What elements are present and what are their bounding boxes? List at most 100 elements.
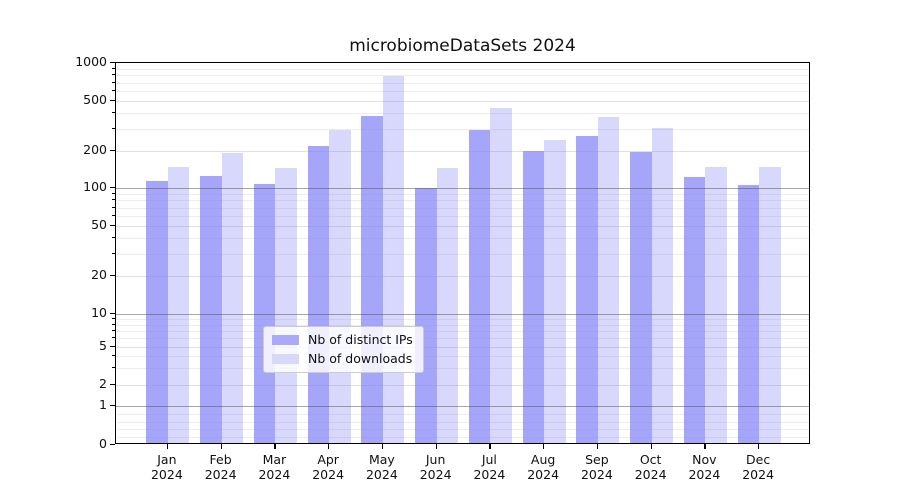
x-axis-tick [650, 444, 652, 449]
gridline [116, 347, 809, 348]
y-tick-label: 0 [99, 436, 107, 451]
y-axis-tick [110, 62, 115, 64]
y-axis-tick [110, 444, 115, 446]
bar-downloads-oct [651, 127, 674, 443]
legend-item-downloads: Nb of downloads [272, 351, 413, 366]
legend-item-distinct-ips: Nb of distinct IPs [272, 332, 413, 347]
gridline [116, 413, 809, 415]
bar-downloads-mar [275, 168, 297, 443]
x-tick-label: Oct 2024 [621, 452, 681, 482]
chart-title: microbiomeDataSets 2024 [349, 36, 576, 56]
year-label: 2024 [634, 467, 667, 482]
year-label: 2024 [688, 467, 721, 482]
gridline [116, 368, 809, 370]
gridline [116, 216, 809, 217]
year-label: 2024 [365, 467, 398, 482]
y-axis-minor-tick [112, 367, 115, 369]
y-tick-label: 200 [83, 142, 107, 157]
y-axis-minor-tick [112, 337, 115, 339]
bar-downloads-jun [436, 168, 459, 443]
month-label: Mar [262, 452, 287, 467]
y-axis-minor-tick [112, 192, 115, 194]
gridline [116, 421, 809, 423]
x-tick-label: Nov 2024 [674, 452, 734, 482]
plot-area [115, 62, 810, 444]
y-axis-minor-tick [112, 81, 115, 83]
month-label: Jun [425, 452, 446, 467]
x-tick-label: May 2024 [352, 452, 412, 482]
month-label: Feb [209, 452, 232, 467]
y-axis-minor-tick [112, 323, 115, 325]
gridline [116, 319, 809, 321]
gridline [116, 338, 809, 340]
bar-distinct-ips-jul [468, 129, 491, 443]
reference-line-100 [116, 188, 809, 189]
x-tick-label: Dec 2024 [728, 452, 788, 482]
legend: Nb of distinct IPs Nb of downloads [263, 326, 424, 373]
bar-distinct-ips-feb [200, 176, 222, 443]
x-axis-tick [381, 444, 384, 449]
bar-distinct-ips-oct [630, 152, 652, 443]
bar-downloads-dec [759, 166, 781, 443]
gridline [116, 324, 809, 326]
y-axis-tick [110, 405, 115, 407]
y-axis-tick [110, 225, 115, 227]
bar-distinct-ips-jan [146, 180, 168, 443]
y-axis-tick [110, 313, 115, 315]
legend-swatch-distinct-ips [272, 334, 299, 345]
gridline [116, 200, 809, 202]
gridline [116, 253, 809, 255]
gridline [116, 75, 809, 77]
y-axis-minor-tick [112, 199, 115, 201]
month-label: Apr [317, 452, 339, 467]
bar-distinct-ips-may [361, 116, 383, 443]
x-axis-tick [328, 444, 330, 449]
y-axis-minor-tick [112, 74, 115, 76]
x-tick-label: Mar 2024 [244, 452, 304, 482]
bar-distinct-ips-aug [522, 150, 545, 443]
y-axis-tick [110, 346, 115, 348]
bar-downloads-jan [167, 166, 190, 443]
bar-distinct-ips-nov [683, 177, 706, 443]
gridline [116, 82, 809, 84]
y-tick-label: 1000 [75, 54, 107, 69]
gridline [116, 207, 809, 209]
x-tick-label: Sep 2024 [567, 452, 627, 482]
y-tick-label: 100 [83, 179, 107, 194]
gridline [116, 68, 809, 70]
gridline [116, 385, 809, 386]
year-label: 2024 [419, 467, 452, 482]
y-axis-minor-tick [112, 318, 115, 320]
year-label: 2024 [258, 467, 291, 482]
gridline [116, 330, 809, 332]
bar-downloads-nov [705, 167, 727, 443]
bar-downloads-apr [329, 129, 351, 443]
y-axis-minor-tick [112, 112, 115, 114]
y-axis-minor-tick [112, 215, 115, 216]
month-label: Oct [639, 452, 662, 467]
gridline [116, 101, 809, 102]
gridline [116, 437, 809, 439]
y-axis-tick [110, 275, 115, 277]
year-label: 2024 [312, 467, 345, 482]
bar-downloads-may [382, 76, 405, 443]
reference-line-10 [116, 314, 809, 315]
x-tick-label: Feb 2024 [191, 452, 251, 482]
month-label: Nov [692, 452, 717, 467]
y-tick-label: 2 [99, 376, 107, 391]
month-label: May [368, 452, 395, 467]
year-label: 2024 [742, 467, 775, 482]
gridline [116, 128, 809, 130]
x-axis-tick [489, 444, 491, 449]
year-label: 2024 [473, 467, 506, 482]
gridline [116, 193, 809, 195]
y-tick-label: 1 [99, 397, 107, 412]
gridline [116, 429, 809, 431]
bar-distinct-ips-apr [307, 146, 330, 443]
x-tick-label: Jul 2024 [459, 452, 519, 482]
month-label: Aug [530, 452, 556, 467]
gridline [116, 356, 809, 358]
y-axis-minor-tick [112, 127, 115, 129]
y-axis-minor-tick [112, 355, 115, 357]
y-axis-minor-tick [112, 329, 115, 331]
